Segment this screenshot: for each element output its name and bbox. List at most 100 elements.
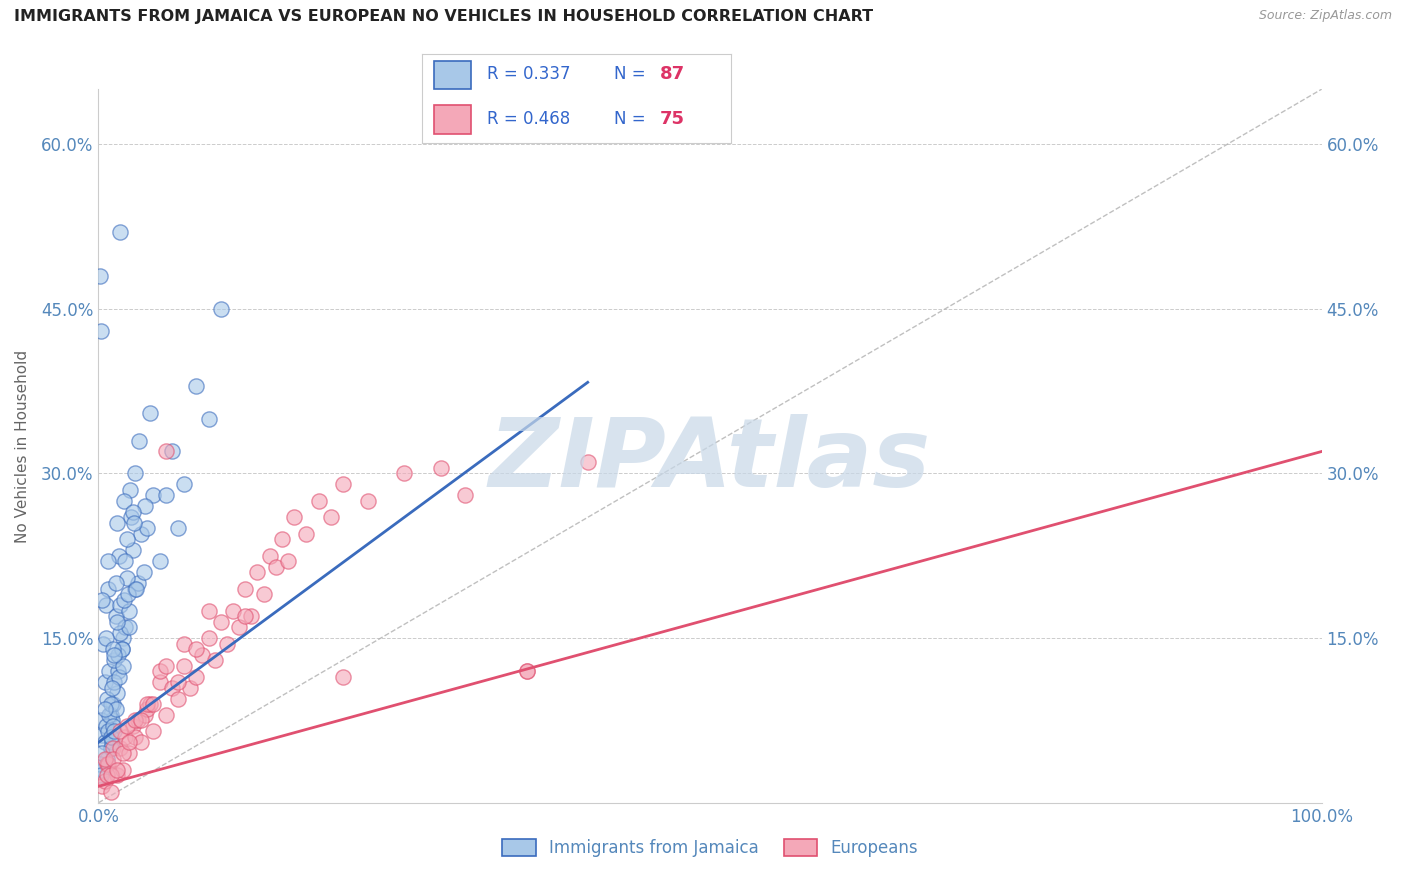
Point	[91, 763, 114, 777]
Point	[101, 735, 124, 749]
Point	[114, 554, 136, 568]
Point	[120, 483, 142, 497]
Point	[93, 773, 115, 788]
Point	[100, 708, 122, 723]
Y-axis label: No Vehicles in Household: No Vehicles in Household	[15, 350, 30, 542]
Point	[125, 582, 148, 596]
Point	[127, 576, 149, 591]
Point	[115, 719, 138, 733]
Point	[115, 571, 138, 585]
Point	[118, 620, 141, 634]
Point	[101, 697, 124, 711]
Point	[118, 604, 141, 618]
Point	[516, 664, 538, 678]
Point	[167, 675, 190, 690]
Point	[136, 697, 159, 711]
Text: N =: N =	[613, 65, 651, 83]
Point	[332, 669, 354, 683]
Point	[100, 740, 122, 755]
Point	[110, 724, 132, 739]
Point	[576, 455, 599, 469]
Point	[149, 664, 172, 678]
Point	[96, 691, 118, 706]
Point	[270, 533, 294, 547]
Point	[101, 642, 124, 657]
Point	[98, 708, 121, 723]
Point	[197, 604, 219, 618]
Point	[139, 697, 162, 711]
Point	[100, 785, 122, 799]
Point	[101, 740, 124, 755]
Point	[215, 637, 238, 651]
Point	[186, 669, 208, 683]
Point	[149, 675, 172, 690]
Point	[233, 609, 256, 624]
Point	[90, 768, 112, 782]
Point	[103, 648, 125, 662]
Point	[89, 268, 111, 283]
Point	[308, 494, 330, 508]
Point	[356, 494, 378, 508]
Point	[101, 719, 124, 733]
Point	[108, 549, 131, 563]
FancyBboxPatch shape	[434, 105, 471, 134]
Point	[90, 324, 112, 338]
Point	[173, 637, 195, 651]
Point	[173, 477, 195, 491]
Point	[103, 675, 125, 690]
Point	[93, 752, 115, 766]
Point	[91, 637, 114, 651]
Point	[111, 658, 134, 673]
Point	[430, 461, 453, 475]
Point	[100, 730, 122, 744]
Point	[124, 582, 146, 596]
Point	[277, 554, 299, 568]
Point	[114, 730, 136, 744]
Point	[454, 488, 477, 502]
Point	[97, 582, 120, 596]
Point	[107, 648, 129, 662]
Point	[96, 752, 118, 766]
Point	[283, 510, 305, 524]
Point	[105, 768, 128, 782]
Point	[111, 642, 134, 657]
Point	[90, 714, 112, 728]
Legend: Immigrants from Jamaica, Europeans: Immigrants from Jamaica, Europeans	[494, 831, 927, 866]
Point	[264, 559, 287, 574]
Point	[246, 566, 269, 580]
Point	[108, 669, 131, 683]
Point	[392, 467, 416, 481]
Point	[332, 477, 354, 491]
Point	[124, 714, 146, 728]
Point	[197, 631, 219, 645]
Point	[94, 598, 117, 612]
Point	[94, 631, 117, 645]
Point	[96, 757, 118, 772]
Point	[118, 735, 141, 749]
Point	[100, 697, 122, 711]
Point	[252, 587, 274, 601]
Point	[134, 500, 156, 514]
FancyBboxPatch shape	[434, 61, 471, 89]
Text: N =: N =	[613, 110, 651, 128]
Point	[134, 708, 156, 723]
Point	[115, 533, 138, 547]
Point	[103, 653, 125, 667]
Point	[167, 691, 190, 706]
Point	[204, 653, 226, 667]
Point	[209, 615, 232, 629]
Point	[186, 378, 208, 392]
Point	[155, 658, 177, 673]
Point	[295, 526, 318, 541]
Point	[112, 494, 135, 508]
Point	[89, 757, 111, 772]
Point	[240, 609, 263, 624]
Point	[127, 714, 149, 728]
Point	[132, 566, 155, 580]
Point	[149, 554, 172, 568]
Point	[110, 225, 132, 239]
Point	[228, 620, 250, 634]
Point	[124, 467, 146, 481]
Point	[105, 686, 128, 700]
Point	[124, 730, 146, 744]
